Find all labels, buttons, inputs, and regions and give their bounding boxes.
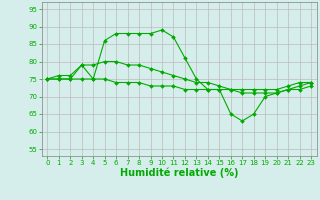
X-axis label: Humidité relative (%): Humidité relative (%) [120, 168, 238, 178]
